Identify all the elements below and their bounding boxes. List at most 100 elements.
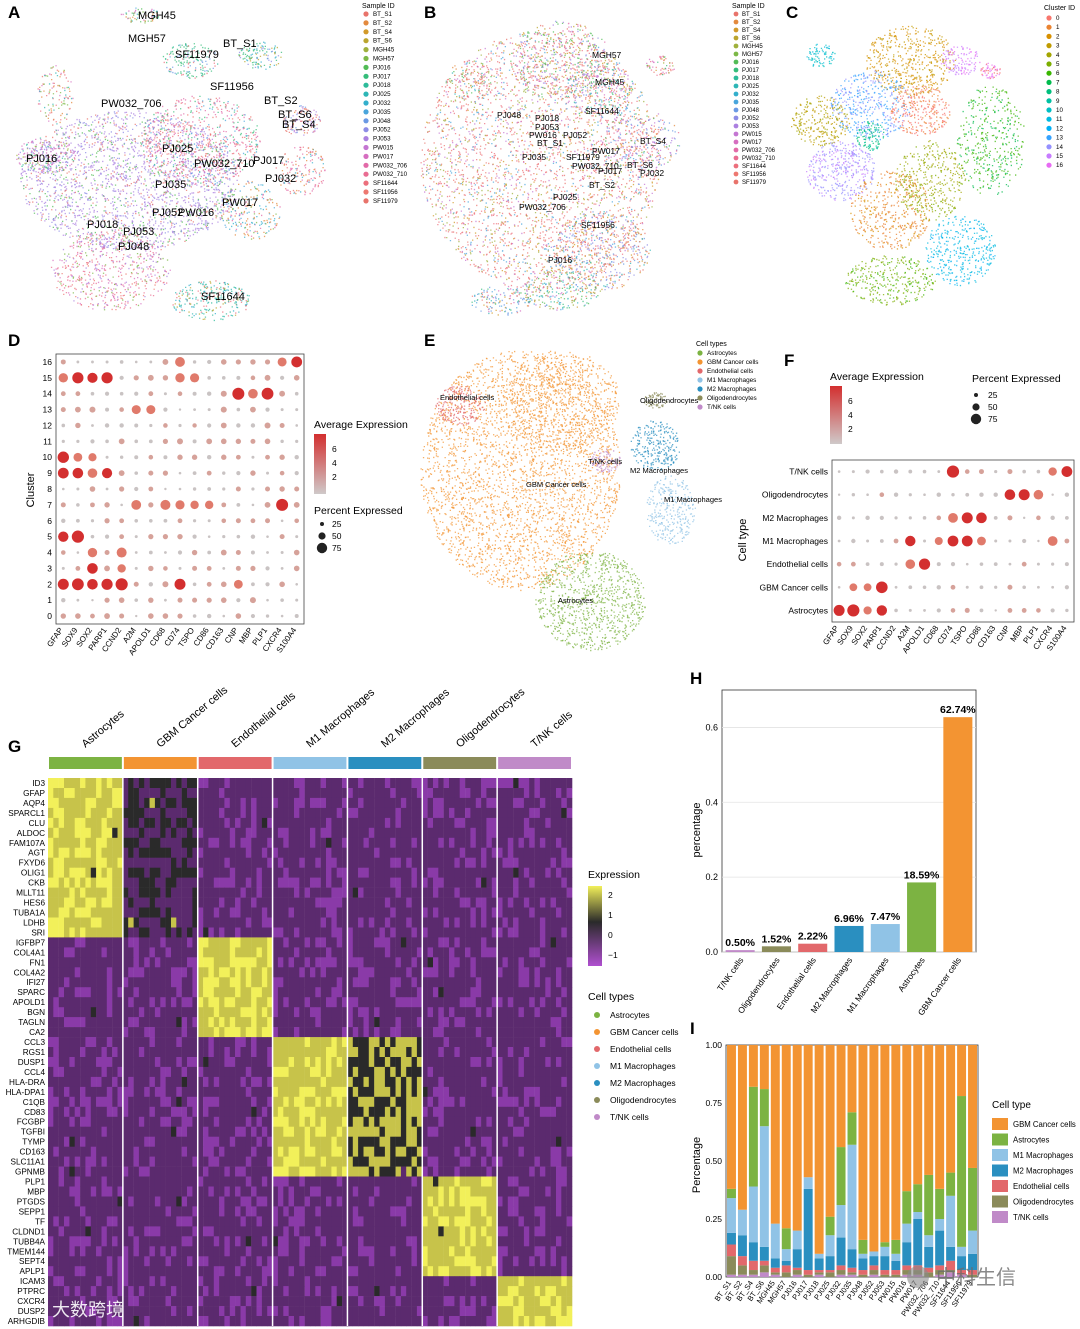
heatmap-cell xyxy=(101,937,108,948)
dotplot-dot xyxy=(134,391,139,396)
heatmap-cell xyxy=(331,1066,337,1078)
heatmap-cell xyxy=(294,1027,300,1038)
heatmap-cell xyxy=(326,788,332,799)
heatmap-cell xyxy=(181,1057,188,1068)
heatmap-cell xyxy=(395,807,402,819)
dotplot-dot xyxy=(908,469,913,474)
heatmap-cell xyxy=(513,977,519,988)
heatmap-cell xyxy=(176,1027,182,1038)
heatmap-cell xyxy=(299,867,305,878)
heatmap-cell xyxy=(251,797,257,809)
celltype-label: T/NK cells xyxy=(588,457,622,466)
heatmap-cell xyxy=(384,1066,391,1078)
heatmap-cell xyxy=(422,937,428,948)
heatmap-cell xyxy=(534,817,541,829)
heatmap-cell xyxy=(171,987,177,998)
heatmap-cell xyxy=(149,957,156,968)
heatmap-cell xyxy=(171,1126,177,1137)
heatmap-cell xyxy=(197,778,204,789)
heatmap-cell xyxy=(176,877,182,888)
heatmap-cell xyxy=(523,1037,530,1048)
heatmap-cell xyxy=(315,927,321,938)
heatmap-cell xyxy=(507,987,514,998)
heatmap-cell xyxy=(534,1106,541,1118)
celltype-label: M2 Macrophages xyxy=(630,466,688,475)
cluster-label: PW017 xyxy=(592,146,620,156)
heatmap-cell xyxy=(320,907,327,918)
heatmap-cell xyxy=(475,1076,482,1088)
heatmap-cell xyxy=(486,1017,492,1028)
heatmap-cell xyxy=(513,947,519,958)
heatmap-cell xyxy=(395,1066,402,1078)
heatmap-cell xyxy=(507,1106,514,1118)
heatmap-cell xyxy=(149,1047,156,1058)
heatmap-cell xyxy=(69,987,75,998)
heatmap-cell xyxy=(283,1027,289,1038)
heatmap-cell xyxy=(96,1017,102,1028)
heatmap-cell xyxy=(203,907,209,918)
heatmap-cell xyxy=(475,817,482,829)
heatmap-cell xyxy=(352,1116,359,1128)
heatmap-cell xyxy=(304,997,311,1008)
dotplot-dot xyxy=(134,598,139,602)
heatmap-cell xyxy=(433,847,439,858)
heatmap-cell xyxy=(433,797,439,809)
heatmap-cell xyxy=(219,957,225,968)
heatmap-cell xyxy=(80,1136,86,1147)
heatmap-cell xyxy=(347,857,353,868)
heatmap-cell xyxy=(122,987,129,998)
heatmap-cell xyxy=(459,957,466,968)
dotplot-dot xyxy=(162,534,169,540)
heatmap-cell xyxy=(122,967,129,978)
heatmap-cell xyxy=(171,1037,177,1048)
heatmap-cell xyxy=(550,1027,557,1038)
heatmap-cell xyxy=(465,1106,471,1118)
heatmap-cell xyxy=(507,1176,514,1187)
heatmap-cell xyxy=(90,1096,97,1108)
heatmap-cell xyxy=(171,1066,177,1078)
heatmap-cell xyxy=(208,1126,214,1137)
heatmap-cell xyxy=(566,817,573,829)
heatmap-cell xyxy=(80,1047,86,1058)
heatmap-cell xyxy=(561,857,567,868)
heatmap-cell xyxy=(112,867,118,878)
heatmap-cell xyxy=(235,1076,241,1088)
heatmap-cell xyxy=(507,1037,514,1048)
heatmap-cell xyxy=(443,947,450,958)
heatmap-cell xyxy=(261,837,268,849)
heatmap-cell xyxy=(101,1096,108,1108)
heatmap-cell xyxy=(299,877,305,888)
heatmap-cell xyxy=(256,1176,263,1187)
heatmap-cell xyxy=(53,887,59,898)
heatmap-cell xyxy=(443,867,450,878)
heatmap-cell xyxy=(213,1156,220,1167)
heatmap-cell xyxy=(390,1146,396,1157)
heatmap-cell xyxy=(379,1037,386,1048)
dotplot-dot xyxy=(206,391,212,396)
heatmap-cell xyxy=(272,987,279,998)
heatmap-cell xyxy=(315,907,321,918)
heatmap-cell xyxy=(336,997,343,1008)
heatmap-cell xyxy=(320,1066,327,1078)
dotplot-dot xyxy=(1021,608,1027,613)
heatmap-cell xyxy=(176,1096,182,1108)
heatmap-cell xyxy=(208,987,214,998)
heatmap-cell xyxy=(267,807,273,819)
heatmap-cell xyxy=(416,917,423,928)
heatmap-cell xyxy=(433,1156,439,1167)
heatmap-cell xyxy=(133,927,140,938)
heatmap-cell xyxy=(181,1066,188,1078)
heatmap-cell xyxy=(213,967,220,978)
heatmap-cell xyxy=(454,857,460,868)
heatmap-cell xyxy=(502,1066,509,1078)
heatmap-cell xyxy=(539,1076,546,1088)
heatmap-cell xyxy=(69,1126,75,1137)
heatmap-cell xyxy=(513,847,519,858)
heatmap-cell xyxy=(80,1027,86,1038)
heatmap-cell xyxy=(106,807,113,819)
heatmap-cell xyxy=(58,778,65,789)
heatmap-cell xyxy=(406,1166,412,1177)
heatmap-cell xyxy=(267,1086,273,1098)
heatmap-cell xyxy=(192,967,198,978)
heatmap-cell xyxy=(545,857,551,868)
